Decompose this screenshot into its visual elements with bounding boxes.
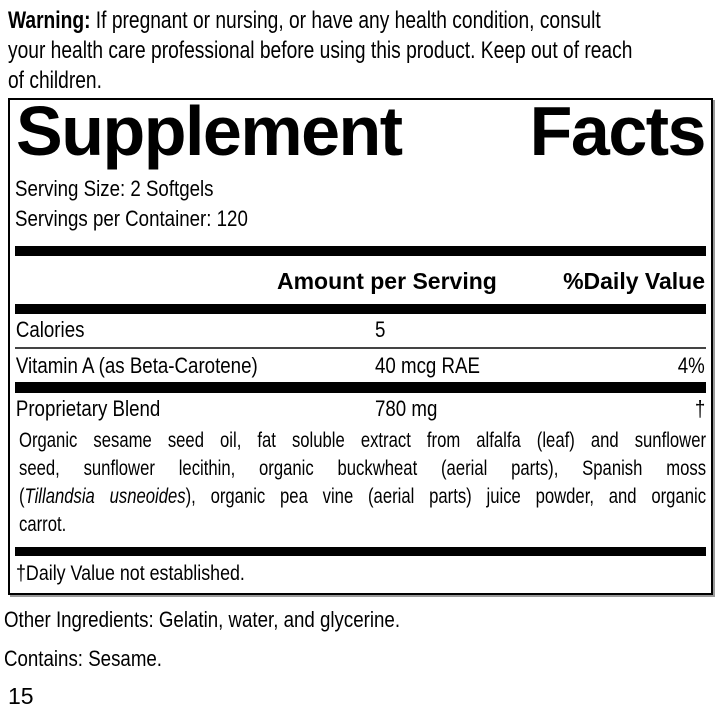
nutrient-daily-value: 4% — [677, 353, 705, 378]
nutrient-amount: 40 mcg RAE — [375, 353, 480, 378]
warning-line-1-text: If pregnant or nursing, or have any heal… — [90, 7, 601, 34]
daily-value-footnote: †Daily Value not established. — [16, 562, 245, 585]
thick-separator-bar-bottom — [15, 547, 706, 556]
thick-separator-bar-header — [15, 304, 706, 314]
thick-separator-bar-top — [15, 246, 706, 256]
title-word-supplement: Supplement — [16, 92, 403, 170]
row-divider — [15, 347, 706, 349]
nutrient-amount: 780 mg — [375, 396, 438, 421]
other-ingredients-text: Other Ingredients: Gelatin, water, and g… — [4, 607, 401, 632]
description-line: seed, sunflower lecithin, organic buckwh… — [19, 457, 707, 480]
warning-text: Warning: If pregnant or nursing, or have… — [0, 0, 720, 96]
amount-per-serving-header: Amount per Serving — [277, 268, 497, 294]
warning-line-2: your health care professional before usi… — [8, 37, 633, 64]
table-row-vitamin-a: Vitamin A (as Beta-Carotene) 40 mcg RAE … — [15, 350, 706, 382]
description-line: carrot. — [19, 513, 67, 536]
servings-per-container-text: Servings per Container: 120 — [15, 206, 248, 231]
contains-text: Contains: Sesame. — [4, 646, 162, 671]
nutrient-name: Vitamin A (as Beta-Carotene) — [15, 353, 258, 378]
nutrient-name: Proprietary Blend — [15, 396, 161, 421]
serving-size-text: Serving Size: 2 Softgels — [15, 176, 214, 201]
thick-separator-bar-middle — [15, 382, 706, 393]
description-line: Organic sesame seed oil, fat soluble ext… — [19, 429, 707, 452]
description-line: (Tillandsia usneoides), organic pea vine… — [19, 485, 707, 508]
title-word-facts: Facts — [529, 92, 707, 170]
serving-info: Serving Size: 2 Softgels Servings per Co… — [15, 174, 706, 234]
column-header-row: Amount per Serving %Daily Value — [15, 256, 706, 304]
warning-label: Warning: — [8, 7, 91, 34]
nutrient-amount: 5 — [375, 317, 386, 342]
proprietary-blend-description: Organic sesame seed oil, fat soluble ext… — [15, 427, 706, 539]
page-number: 15 — [8, 683, 34, 709]
dagger-symbol: † — [694, 396, 705, 421]
warning-line-3: of children. — [8, 67, 102, 94]
table-row-proprietary-blend: Proprietary Blend 780 mg † — [15, 393, 706, 425]
supplement-facts-title: Supplement Facts — [15, 92, 707, 170]
nutrient-name: Calories — [15, 317, 85, 342]
supplement-facts-panel: Supplement Facts Serving Size: 2 Softgel… — [8, 92, 713, 595]
table-row-calories: Calories 5 — [15, 314, 706, 346]
warning-line-1: Warning: If pregnant or nursing, or have… — [8, 6, 601, 36]
daily-value-header: %Daily Value — [563, 268, 705, 294]
